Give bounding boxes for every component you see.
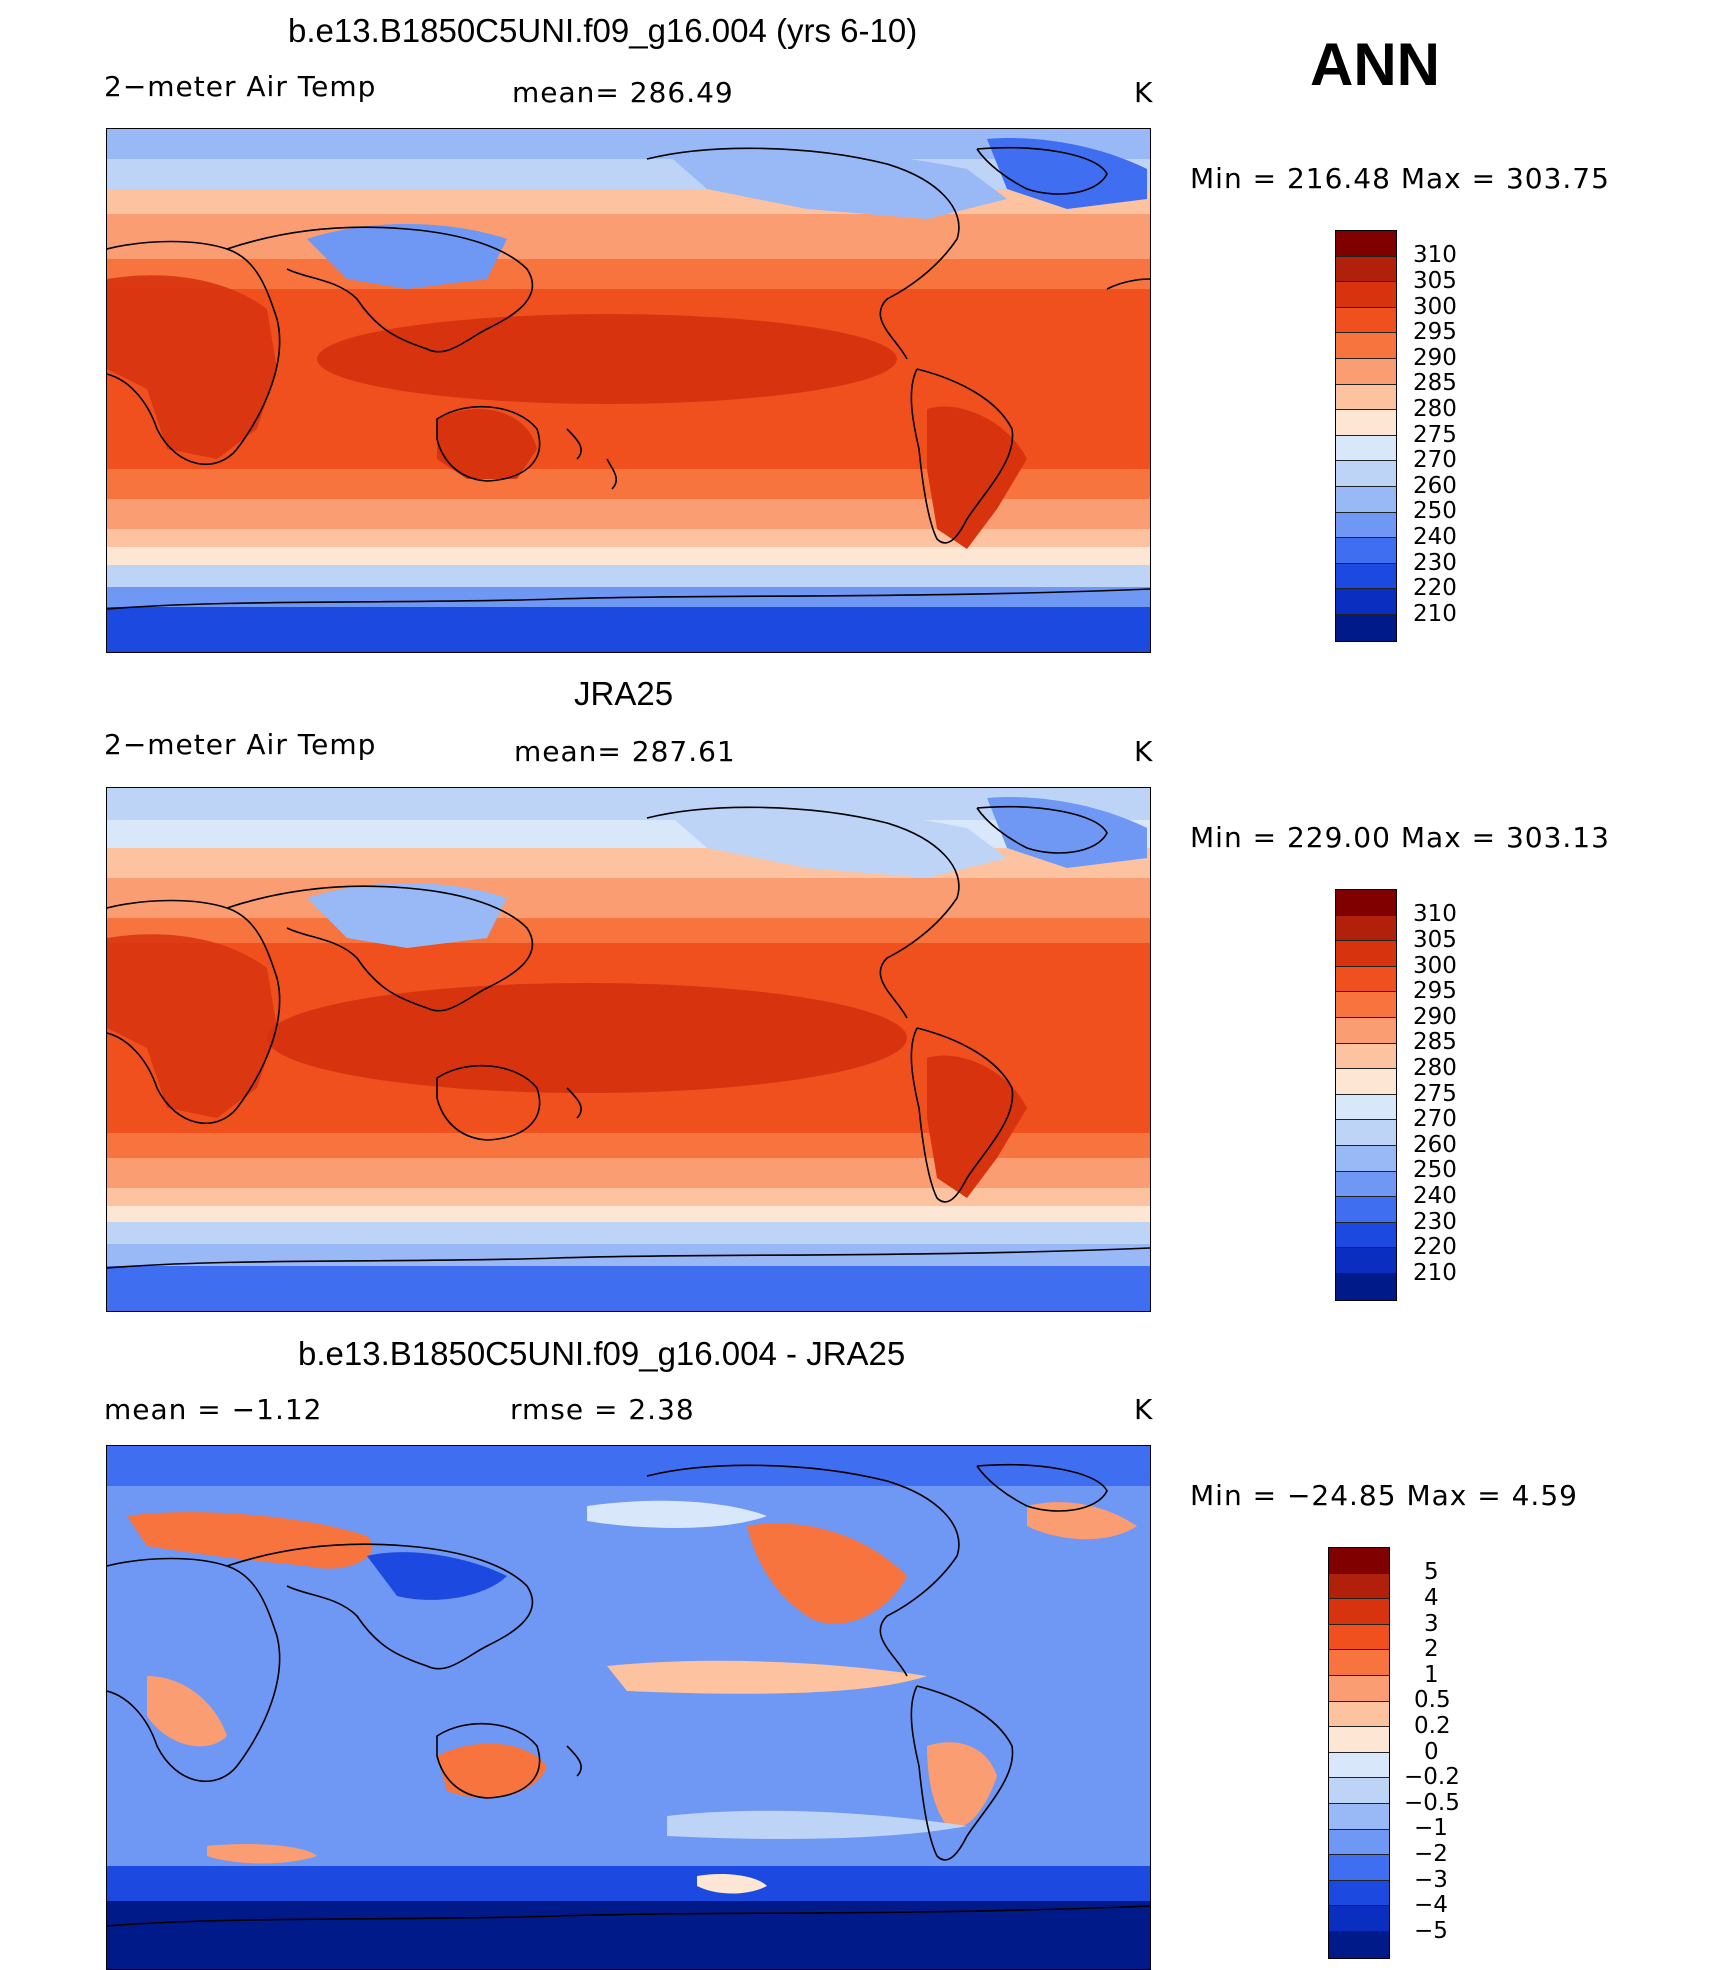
cbar3-tick: −2	[1414, 1841, 1448, 1867]
cbar1-tick: 280	[1413, 396, 1457, 422]
cbar3-tick: −0.5	[1404, 1790, 1460, 1816]
cbar2-tick: 210	[1413, 1260, 1457, 1286]
panel2-minmax: Min = 229.00 Max = 303.13	[1190, 821, 1610, 854]
cbar3-tick: 2	[1424, 1636, 1439, 1662]
cbar3-tick: −1	[1414, 1815, 1448, 1841]
panel1-unit-label: K	[1134, 76, 1154, 109]
cbar1-tick: 310	[1413, 242, 1457, 268]
cbar1-tick: 230	[1413, 550, 1457, 576]
cbar2-tick: 300	[1413, 953, 1457, 979]
cbar3-tick: 0.5	[1414, 1687, 1451, 1713]
cbar2-tick: 270	[1413, 1106, 1457, 1132]
cbar1-tick: 290	[1413, 345, 1457, 371]
cbar1-tick: 270	[1413, 447, 1457, 473]
panel1-mean-label: mean= 286.49	[512, 76, 734, 109]
cbar1-tick: 220	[1413, 575, 1457, 601]
cbar1-tick: 285	[1413, 370, 1457, 396]
panel2-variable-label: 2−meter Air Temp	[104, 728, 377, 761]
panel1-colorbar	[1335, 230, 1397, 642]
cbar1-tick: 295	[1413, 319, 1457, 345]
panel1-minmax: Min = 216.48 Max = 303.75	[1190, 162, 1610, 195]
cbar3-tick: 1	[1424, 1662, 1439, 1688]
cbar1-tick: 240	[1413, 524, 1457, 550]
panel3-title: b.e13.B1850C5UNI.f09_g16.004 - JRA25	[298, 1335, 906, 1372]
season-label: ANN	[1310, 31, 1440, 98]
cbar3-tick: −4	[1414, 1892, 1448, 1918]
cbar3-tick: 4	[1424, 1585, 1439, 1611]
panel1-title: b.e13.B1850C5UNI.f09_g16.004 (yrs 6-10)	[288, 12, 918, 49]
cbar3-tick: 0.2	[1414, 1713, 1451, 1739]
panel3-minmax: Min = −24.85 Max = 4.59	[1190, 1479, 1578, 1512]
panel3-unit-label: K	[1134, 1393, 1154, 1426]
panel3-colorbar	[1328, 1547, 1390, 1959]
cbar2-tick: 310	[1413, 901, 1457, 927]
cbar2-tick: 250	[1413, 1157, 1457, 1183]
cbar2-tick: 280	[1413, 1055, 1457, 1081]
cbar1-tick: 275	[1413, 422, 1457, 448]
panel3-mean-label: mean = −1.12	[104, 1393, 323, 1426]
cbar3-tick: −5	[1414, 1918, 1448, 1944]
cbar1-tick: 300	[1413, 294, 1457, 320]
cbar2-tick: 230	[1413, 1209, 1457, 1235]
cbar1-tick: 260	[1413, 473, 1457, 499]
cbar3-tick: 0	[1424, 1739, 1439, 1765]
cbar2-tick: 220	[1413, 1234, 1457, 1260]
panel3-rmse-label: rmse = 2.38	[510, 1393, 695, 1426]
cbar3-tick: −0.2	[1404, 1764, 1460, 1790]
panel2-title: JRA25	[574, 675, 674, 712]
panel2-mean-label: mean= 287.61	[514, 735, 736, 768]
panel2-reanalysis-temperature-map	[106, 787, 1151, 1312]
cbar3-tick: 5	[1424, 1559, 1439, 1585]
panel3-difference-map	[106, 1445, 1151, 1970]
cbar2-tick: 285	[1413, 1029, 1457, 1055]
cbar2-tick: 295	[1413, 978, 1457, 1004]
panel1-variable-label: 2−meter Air Temp	[104, 70, 377, 103]
cbar2-tick: 305	[1413, 927, 1457, 953]
cbar1-tick: 250	[1413, 498, 1457, 524]
cbar2-tick: 240	[1413, 1183, 1457, 1209]
panel2-unit-label: K	[1134, 735, 1154, 768]
cbar2-tick: 290	[1413, 1004, 1457, 1030]
cbar3-tick: −3	[1414, 1867, 1448, 1893]
cbar2-tick: 260	[1413, 1132, 1457, 1158]
cbar1-tick: 210	[1413, 601, 1457, 627]
cbar2-tick: 275	[1413, 1081, 1457, 1107]
cbar3-tick: 3	[1424, 1611, 1439, 1637]
panel1-model-temperature-map	[106, 128, 1151, 653]
cbar1-tick: 305	[1413, 268, 1457, 294]
panel2-colorbar	[1335, 889, 1397, 1301]
